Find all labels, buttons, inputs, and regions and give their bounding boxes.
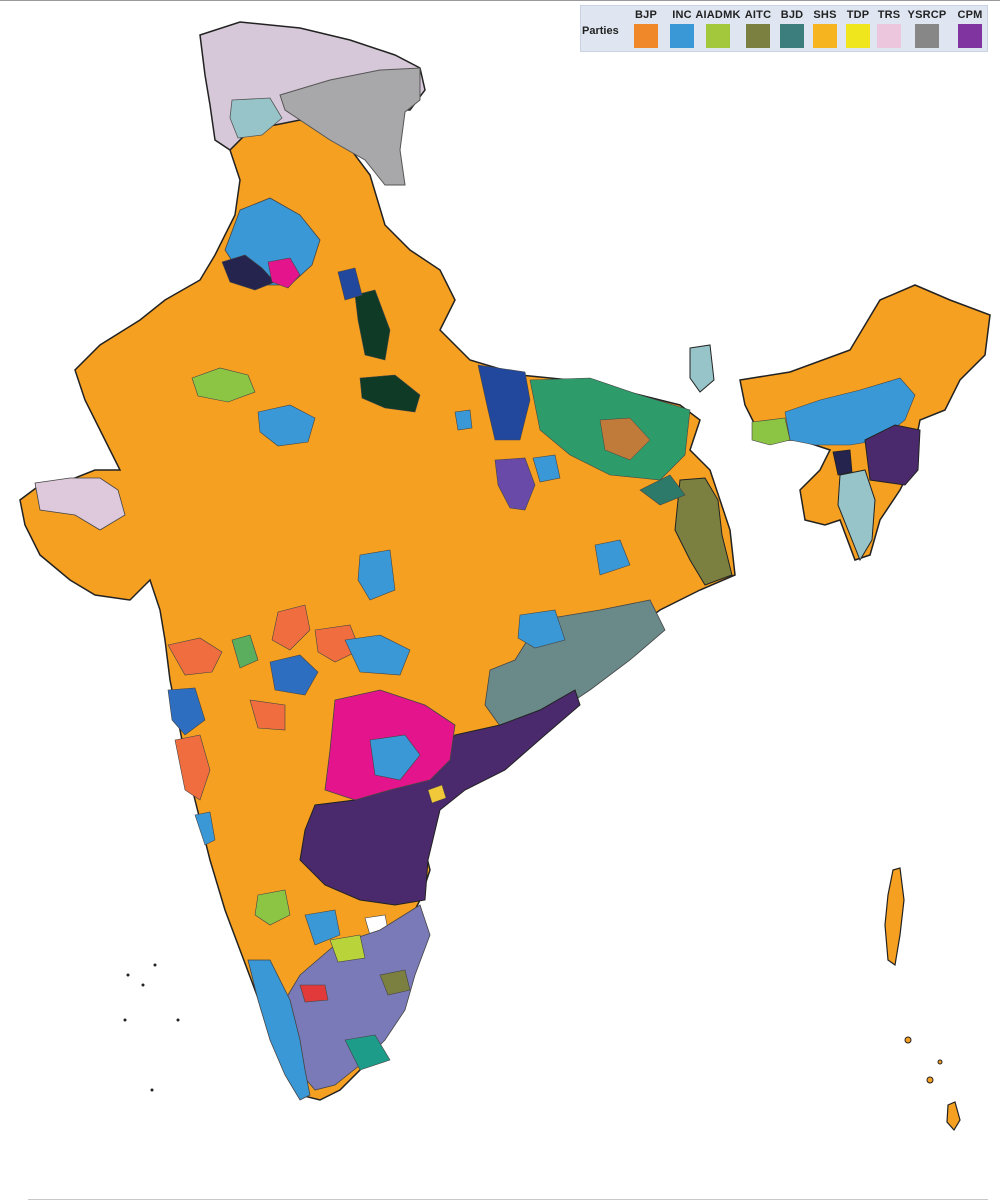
region-sikkim (689, 344, 715, 393)
region-andaman (884, 867, 905, 967)
island-dot-1 (904, 1036, 912, 1044)
legend-swatch (634, 24, 658, 48)
party-legend: Parties BJP INC AIADMK AITC BJD SHS TDP … (580, 5, 988, 52)
region-kashmir-valley (229, 97, 283, 139)
region-maha-coast (174, 734, 211, 801)
legend-item-ysrcp: YSRCP (904, 6, 950, 51)
legend-item-tdp: TDP (835, 6, 881, 51)
legend-swatch (958, 24, 982, 48)
legend-swatch (780, 24, 804, 48)
region-west-bengal (674, 477, 733, 586)
region-karnataka-inc (304, 909, 341, 946)
island-dot-6 (153, 963, 157, 967)
region-haryana-inc (337, 267, 363, 301)
legend-item-cpm: CPM (947, 6, 993, 51)
region-maha-coast-blue (167, 687, 206, 736)
region-chhattisgarh-inc (357, 549, 396, 601)
region-uttarakhand-dark (354, 289, 391, 361)
region-wb-teal (639, 474, 686, 506)
legend-label: TDP (846, 9, 870, 21)
region-bihar-inc (477, 364, 531, 441)
region-up-dark-green (359, 374, 421, 413)
region-tn-lime (329, 934, 366, 963)
island-dot-9 (176, 1018, 180, 1022)
region-maha-red3 (167, 637, 223, 676)
legend-swatch (706, 24, 730, 48)
region-maha-inc (344, 634, 411, 676)
region-telangana-yellow (427, 784, 447, 804)
legend-label: CPM (957, 9, 983, 21)
legend-swatch (670, 24, 694, 48)
legend-item-aitc: AITC (735, 6, 781, 51)
region-punjab-pink (267, 257, 301, 289)
region-tn-teal (344, 1034, 391, 1071)
legend-swatch (813, 24, 837, 48)
region-maha-red4 (249, 699, 286, 731)
legend-label: AITC (744, 9, 772, 21)
region-assam-inc (784, 377, 916, 446)
region-kerala (247, 959, 311, 1101)
region-ladakh (279, 67, 421, 186)
legend-swatch (746, 24, 770, 48)
legend-item-bjd: BJD (769, 6, 815, 51)
legend-label: BJD (780, 9, 804, 21)
region-maha-blue1 (269, 654, 319, 696)
region-jharkhand-purple (494, 457, 536, 511)
legend-label: SHS (813, 9, 837, 21)
region-tripura (832, 449, 853, 476)
region-odisha-inc (517, 609, 566, 649)
island-dot-2 (926, 1076, 934, 1084)
legend-item-inc: INC (659, 6, 705, 51)
legend-item-shs: SHS (802, 6, 848, 51)
island-dot-5 (141, 983, 145, 987)
region-jharkhand-inc2 (594, 539, 631, 576)
region-up-inc (454, 409, 473, 431)
island-dot-8 (150, 1088, 154, 1092)
region-jharkhand-inc (532, 454, 561, 483)
region-tn-red (299, 984, 329, 1003)
region-mp-inc (257, 404, 316, 447)
region-maha-green (231, 634, 259, 669)
region-maha-red2 (314, 624, 361, 663)
legend-swatch (846, 24, 870, 48)
frame-top-border (0, 0, 1000, 1)
region-rajasthan-green (191, 367, 256, 403)
region-tn-olive (379, 969, 411, 996)
region-meghalaya-green (751, 417, 791, 446)
legend-title: Parties (582, 25, 619, 37)
legend-item-bjp: BJP (623, 6, 669, 51)
region-gujarat-light (34, 477, 126, 531)
island-dot-3 (937, 1059, 943, 1065)
frame-bottom-border (28, 1199, 988, 1200)
legend-item-trs: TRS (866, 6, 912, 51)
region-karnataka-green (254, 889, 291, 926)
legend-label: YSRCP (907, 9, 947, 21)
legend-label: INC (672, 9, 692, 21)
region-bihar-brown (599, 417, 651, 461)
region-nicobar (946, 1101, 961, 1132)
region-maha-red1 (271, 604, 311, 651)
legend-swatch (915, 24, 939, 48)
legend-label: BJP (635, 9, 657, 21)
legend-label: AIADMK (695, 9, 741, 21)
region-telangana-inc (369, 734, 421, 781)
legend-swatch (877, 24, 901, 48)
island-dot-4 (126, 973, 130, 977)
legend-label: TRS (877, 9, 901, 21)
region-manipur (864, 424, 921, 486)
region-coastal-inc (194, 811, 216, 846)
legend-item-aiadmk: AIADMK (695, 6, 741, 51)
island-dot-7 (123, 1018, 127, 1022)
region-mizoram (837, 469, 876, 562)
